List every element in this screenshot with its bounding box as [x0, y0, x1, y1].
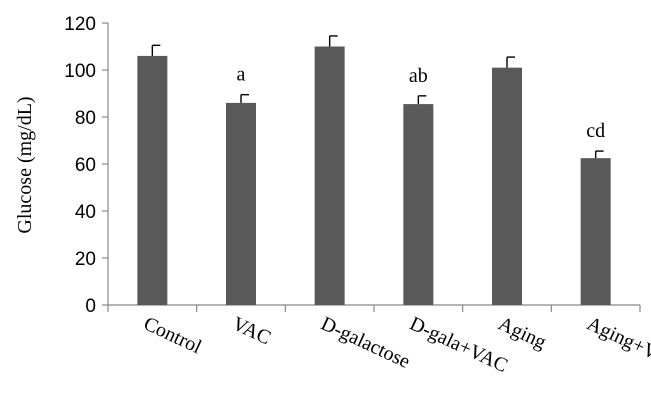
x-category-label: D-galactose: [318, 313, 414, 373]
y-tick-label: 60: [75, 155, 96, 176]
y-tick-label: 80: [75, 108, 96, 129]
y-axis-title: Glucose (mg/dL): [14, 96, 36, 233]
significance-label: a: [237, 64, 246, 86]
y-tick-label: 0: [85, 296, 96, 317]
bars: [137, 35, 611, 306]
y-tick-label: 40: [75, 202, 96, 223]
significance-label: cd: [586, 120, 605, 142]
bar: [137, 55, 168, 306]
bar: [226, 102, 256, 306]
y-tick-label: 20: [75, 249, 96, 270]
x-category-label: VAC: [229, 313, 274, 350]
x-category-label: D-gala+VAC: [406, 313, 511, 377]
bar: [314, 46, 345, 305]
y-tick-label: 100: [64, 61, 96, 82]
bar: [492, 67, 522, 306]
x-category-label: Aging: [495, 313, 550, 354]
x-category-label: Aging+VAC: [584, 313, 651, 376]
axes: 0 20 40 60 80 100 120: [64, 14, 641, 317]
bar: [580, 158, 611, 305]
x-category-label: Control: [140, 313, 205, 359]
significance-label: ab: [409, 65, 428, 87]
bar: [403, 104, 434, 305]
y-tick-label: 120: [64, 14, 96, 35]
